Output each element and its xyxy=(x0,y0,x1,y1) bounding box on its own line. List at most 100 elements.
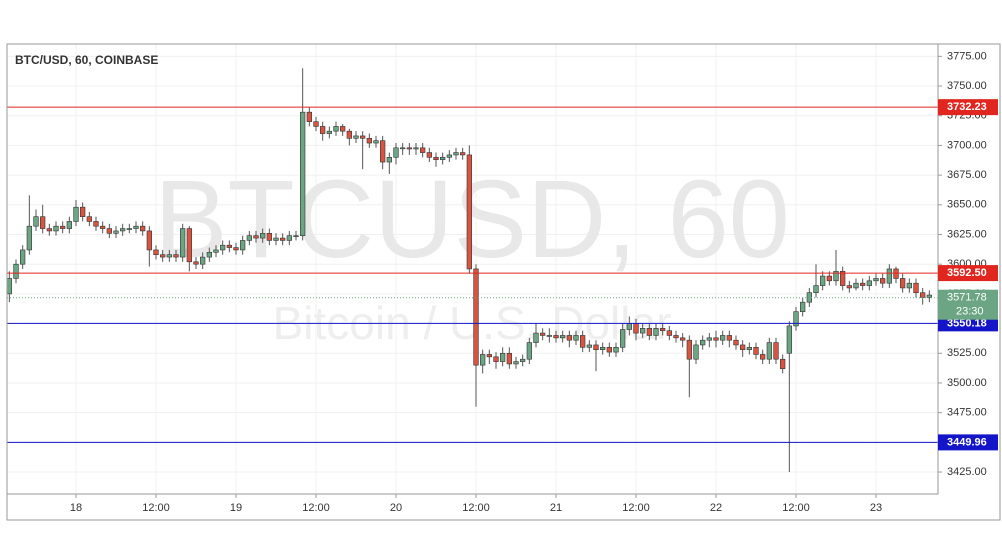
candle-body xyxy=(206,252,212,258)
candle-body xyxy=(680,337,686,341)
candle-body xyxy=(93,221,99,227)
candle-body xyxy=(380,140,386,163)
candle-body xyxy=(360,135,366,139)
candle-body xyxy=(286,235,292,241)
candle-body xyxy=(893,268,899,279)
candle-body xyxy=(473,268,479,366)
candle-body xyxy=(126,228,132,230)
candle-body xyxy=(406,147,412,150)
candle-body xyxy=(806,292,812,303)
candle-body xyxy=(100,225,106,229)
candle-body xyxy=(580,335,586,348)
candle-body xyxy=(6,278,12,295)
candle-body xyxy=(80,206,86,217)
candle-body xyxy=(846,285,852,289)
candle-body xyxy=(760,354,766,360)
candle-body xyxy=(213,249,219,253)
candle-body xyxy=(900,278,906,289)
candle-body xyxy=(620,329,626,348)
candle-body xyxy=(533,332,539,343)
candle-body xyxy=(140,225,146,232)
candle-body xyxy=(326,130,332,134)
candle-body xyxy=(420,147,426,153)
x-tick-label: 12:00 xyxy=(622,502,650,514)
candle-body xyxy=(753,347,759,355)
candle-body xyxy=(866,280,872,286)
candle-body xyxy=(253,235,259,239)
candle-body xyxy=(820,275,826,286)
candle-body xyxy=(873,278,879,282)
candle-body xyxy=(726,335,732,341)
candle-body xyxy=(740,344,746,351)
candle-body xyxy=(840,271,846,286)
candle-body xyxy=(40,216,46,229)
x-tick-label: 22 xyxy=(710,502,722,514)
candle-body xyxy=(600,347,606,351)
candle-body xyxy=(26,225,32,251)
candle-body xyxy=(193,261,199,265)
candle-body xyxy=(613,347,619,353)
candle-body xyxy=(826,275,832,282)
level-label: 3592.50 xyxy=(947,267,987,279)
y-tick-label: 3475.00 xyxy=(947,407,987,419)
level-label-bg xyxy=(938,99,998,116)
candle-body xyxy=(66,221,72,229)
candle-body xyxy=(113,230,119,234)
candle-body xyxy=(53,225,59,232)
candle-body xyxy=(386,157,392,163)
candle-body xyxy=(400,147,406,150)
x-tick-label: 19 xyxy=(230,502,242,514)
candle-body xyxy=(353,135,359,139)
candle-body xyxy=(646,328,652,336)
candle-body xyxy=(373,140,379,144)
candle-body xyxy=(346,130,352,139)
candle-body xyxy=(633,323,639,334)
y-tick-label: 3425.00 xyxy=(947,466,987,478)
x-tick-label: 12:00 xyxy=(462,502,490,514)
candle-body xyxy=(340,126,346,132)
candle-body xyxy=(260,233,266,239)
level-label: 3732.23 xyxy=(947,101,987,113)
candle-body xyxy=(46,228,52,232)
candle-body xyxy=(313,121,319,127)
candle-body xyxy=(366,137,372,144)
candle-body xyxy=(773,342,779,360)
x-tick-label: 18 xyxy=(70,502,82,514)
candle-body xyxy=(793,311,799,327)
candle-body xyxy=(746,347,752,351)
candle-body xyxy=(120,228,126,232)
candle-body xyxy=(13,263,19,279)
countdown-label: 23:30 xyxy=(956,306,984,318)
candle-body xyxy=(266,233,272,241)
candle-body xyxy=(813,285,819,293)
x-tick-label: 21 xyxy=(550,502,562,514)
plot xyxy=(6,68,938,473)
candle-body xyxy=(513,361,519,365)
candle-body xyxy=(453,152,459,156)
chart-frame xyxy=(6,43,1001,521)
candle-body xyxy=(540,332,546,336)
candle-body xyxy=(546,335,552,337)
candle-body xyxy=(906,282,912,289)
candle-body xyxy=(160,254,166,258)
candle-body xyxy=(800,301,806,312)
last-price-label: 3571.78 xyxy=(947,292,987,304)
candle-body xyxy=(240,240,246,251)
candle-body xyxy=(640,328,646,334)
candle-body xyxy=(720,335,726,341)
x-tick-label: 12:00 xyxy=(302,502,330,514)
candle-body xyxy=(706,337,712,341)
candle-body xyxy=(733,339,739,346)
candle-body xyxy=(293,235,299,237)
y-tick-label: 3500.00 xyxy=(947,377,987,389)
candle-body xyxy=(500,352,506,362)
candle-body xyxy=(426,152,432,158)
level-label: 3449.96 xyxy=(947,436,987,448)
candle-body xyxy=(526,342,532,360)
y-tick-label: 3525.00 xyxy=(947,347,987,359)
candle-body xyxy=(146,230,152,251)
y-tick-label: 3750.00 xyxy=(947,80,987,92)
candle-body xyxy=(780,358,786,370)
candle-body xyxy=(233,247,239,251)
